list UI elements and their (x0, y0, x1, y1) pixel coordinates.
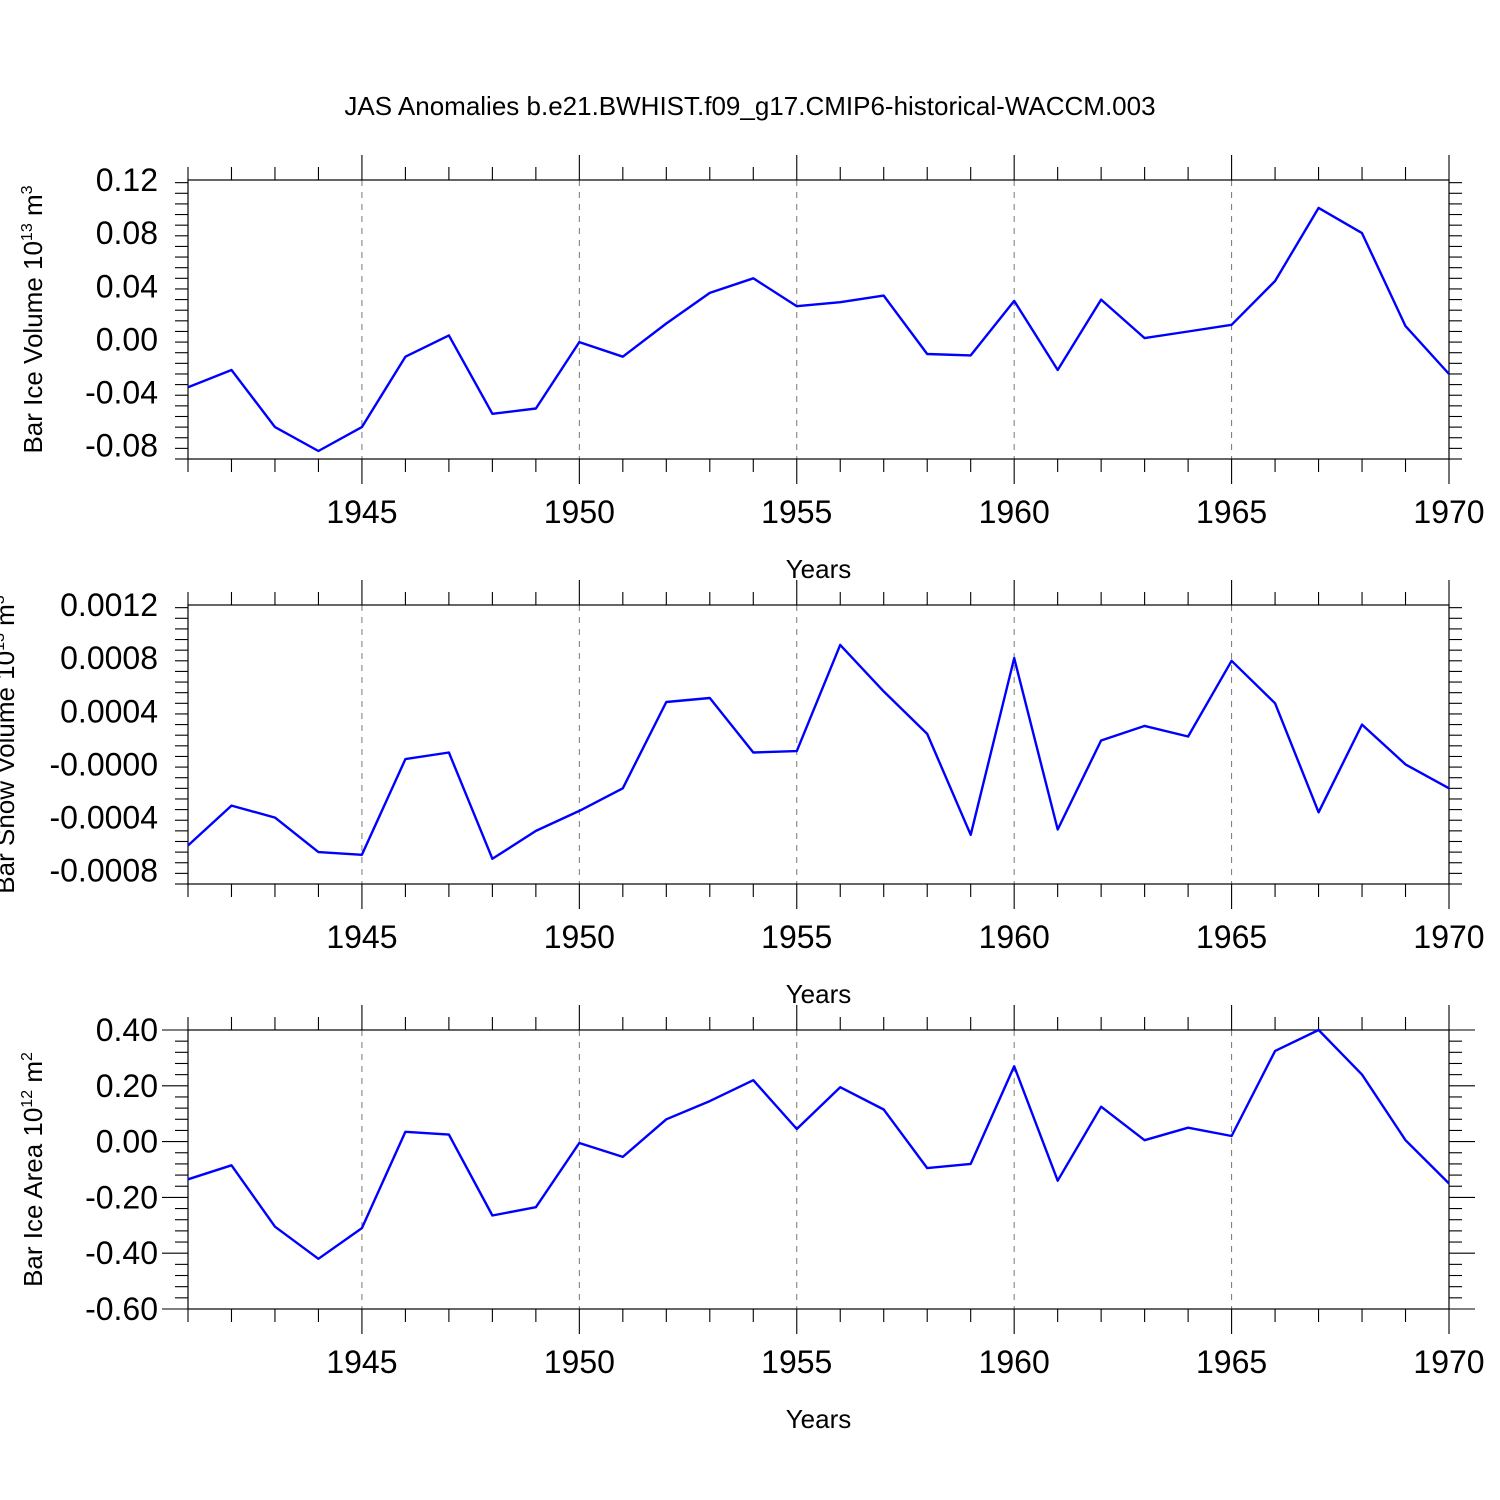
x-tick-label: 1965 (1196, 1344, 1267, 1380)
series-line (187, 643, 1450, 860)
x-tick-label: 1945 (326, 1344, 397, 1380)
y-tick-label: -0.04 (85, 375, 158, 411)
x-axis-label: Years (786, 1404, 852, 1434)
x-tick-label: 1945 (326, 919, 397, 955)
plot-frame (187, 604, 1450, 885)
y-tick-label: 0.12 (96, 162, 158, 198)
y-tick-label: 0.0012 (60, 587, 158, 623)
series-line (187, 206, 1450, 453)
plot-frame (187, 179, 1450, 460)
x-axis-label: Years (786, 979, 852, 1009)
x-tick-label: 1955 (761, 1344, 832, 1380)
y-tick-label: 0.20 (96, 1068, 158, 1104)
x-tick-label: 1945 (326, 494, 397, 530)
chart-panels: 0.12 0.08 0.04 0.00 -0.04 -0.08 1945 1950 1955 19… (0, 155, 1485, 1434)
y-tick-label: 0.08 (96, 215, 158, 251)
y-axis-label: Bar Ice Volume 1013 m3 (18, 185, 48, 453)
series-line (187, 1028, 1450, 1261)
x-tick-label: 1960 (979, 919, 1050, 955)
x-tick-label: 1960 (979, 494, 1050, 530)
x-tick-label: 1955 (761, 919, 832, 955)
chart-panel-1: 0.12 0.08 0.04 0.00 -0.04 -0.08 1945 1950 1955 19… (18, 155, 1485, 584)
y-axis-label: Bar Snow Volume 1013 m3 (0, 595, 20, 894)
plot-frame (187, 1029, 1450, 1310)
y-tick-label: -0.60 (85, 1291, 158, 1327)
x-tick-label: 1970 (1413, 494, 1484, 530)
y-tick-label: -0.08 (85, 428, 158, 464)
y-tick-label: 0.40 (96, 1012, 158, 1048)
x-tick-label: 1965 (1196, 919, 1267, 955)
y-tick-label: -0.40 (85, 1235, 158, 1271)
y-axis-label: Bar Ice Area 1012 m2 (18, 1052, 48, 1287)
x-tick-label: 1950 (544, 919, 615, 955)
y-tick-label: -0.0008 (49, 853, 158, 889)
chart-panel-3: 0.40 0.20 0.00 -0.20 -0.40 -0.60 1945 1950 1955 1… (18, 1005, 1485, 1434)
x-tick-label: 1965 (1196, 494, 1267, 530)
y-tick-label: 0.00 (96, 321, 158, 357)
x-tick-label: 1950 (544, 1344, 615, 1380)
x-tick-label: 1970 (1413, 1344, 1484, 1380)
x-tick-label: 1970 (1413, 919, 1484, 955)
figure-title: JAS Anomalies b.e21.BWHIST.f09_g17.CMIP6… (344, 91, 1155, 121)
y-tick-label: -0.0004 (49, 800, 158, 836)
y-tick-label: -0.20 (85, 1179, 158, 1215)
x-axis-label: Years (786, 554, 852, 584)
y-tick-label: 0.04 (96, 268, 158, 304)
y-tick-label: 0.0004 (60, 693, 158, 729)
y-tick-label: 0.00 (96, 1124, 158, 1160)
x-tick-label: 1960 (979, 1344, 1050, 1380)
y-tick-label: -0.0000 (49, 746, 158, 782)
x-tick-label: 1950 (544, 494, 615, 530)
x-tick-label: 1955 (761, 494, 832, 530)
chart-panel-2: 0.0012 0.0008 0.0004 -0.0000 -0.0004 -0.0008 1… (0, 580, 1485, 1009)
y-tick-label: 0.0008 (60, 640, 158, 676)
